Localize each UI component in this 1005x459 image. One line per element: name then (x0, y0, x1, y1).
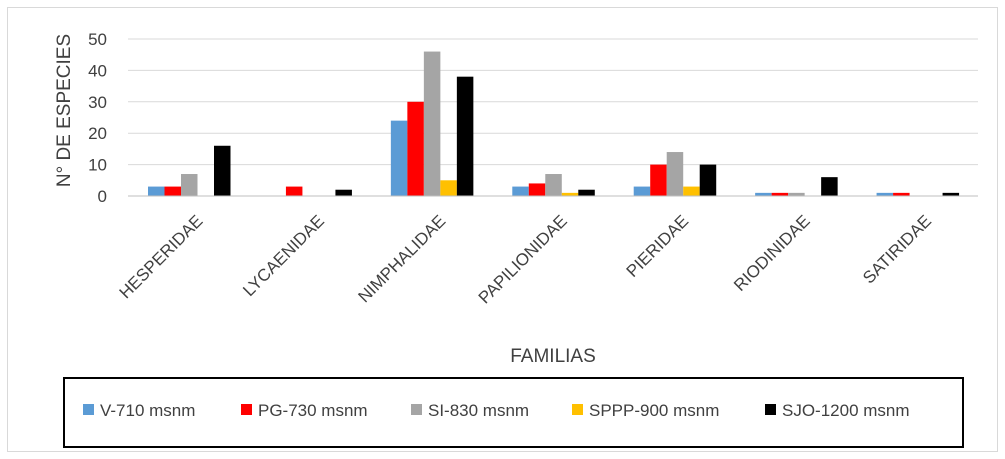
legend-swatch (765, 404, 776, 415)
y-axis-ticks: 0 10 20 30 40 50 (88, 30, 107, 206)
y-tick-label: 10 (88, 156, 107, 175)
legend-swatch (241, 404, 252, 415)
y-tick-label: 0 (98, 187, 107, 206)
bar (578, 189, 595, 196)
bar (633, 186, 651, 196)
legend-swatch (411, 404, 422, 415)
legend-label: PG-730 msnm (258, 401, 368, 420)
bar (390, 120, 408, 196)
legend-box (63, 377, 964, 448)
bar (893, 192, 910, 196)
y-axis-title: N° DE ESPECIES (54, 34, 75, 187)
bar (214, 145, 231, 196)
bar (755, 192, 772, 196)
bar (821, 177, 838, 196)
bar (164, 186, 181, 196)
bars (148, 51, 960, 197)
legend-label: SI-830 msnm (428, 401, 529, 420)
bar (666, 152, 684, 196)
x-axis-title: FAMILIAS (510, 346, 596, 367)
gridlines (128, 38, 978, 166)
legend-label: V-710 msnm (100, 401, 195, 420)
bar (528, 183, 546, 196)
bar (456, 76, 474, 196)
bar (942, 192, 960, 196)
y-tick-label: 20 (88, 124, 107, 143)
bar (650, 164, 667, 196)
legend: V-710 msnm PG-730 msnm SI-830 msnm SPPP-900… (83, 401, 910, 420)
bar (545, 174, 562, 196)
bar (561, 192, 579, 196)
bar (423, 51, 441, 197)
bar (699, 164, 717, 196)
legend-swatch (83, 404, 94, 415)
legend-label: SPPP-900 msnm (589, 401, 719, 420)
bar (771, 192, 789, 196)
bar (181, 174, 198, 196)
y-tick-label: 40 (88, 61, 107, 80)
bar (440, 180, 457, 196)
bar (683, 186, 700, 196)
legend-swatch (572, 404, 583, 415)
bar (788, 192, 805, 196)
bar (512, 186, 529, 196)
bar (335, 189, 352, 196)
y-tick-label: 50 (88, 30, 107, 49)
bar (407, 101, 424, 196)
legend-label: SJO-1200 msnm (782, 401, 910, 420)
bar (148, 186, 165, 196)
bar (876, 192, 894, 196)
y-tick-label: 30 (88, 93, 107, 112)
bar (285, 186, 303, 196)
